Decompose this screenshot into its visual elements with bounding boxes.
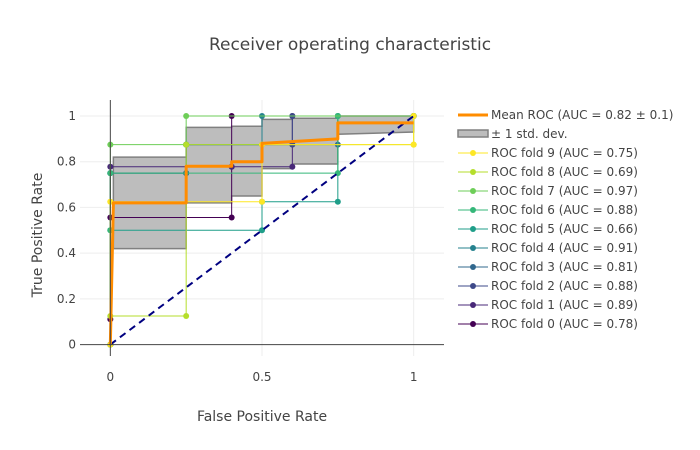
legend: Mean ROC (AUC = 0.82 ± 0.1) ± 1 std. dev.… <box>457 108 673 331</box>
legend-swatch-marker <box>470 283 476 289</box>
x-axis-title: False Positive Rate <box>197 409 327 425</box>
fold-point <box>289 163 296 170</box>
y-tick-label: 0.4 <box>57 246 76 260</box>
legend-label: ROC fold 3 (AUC = 0.81) <box>491 260 638 274</box>
mean-roc-group <box>108 115 415 346</box>
fold-point <box>259 198 265 205</box>
legend-swatch-marker <box>470 150 476 156</box>
x-tick-label: 0 <box>107 370 115 384</box>
y-tick-label: 0.8 <box>57 155 76 169</box>
mean-roc-line <box>108 121 414 345</box>
legend-swatch-marker <box>470 169 476 175</box>
legend-label: ROC fold 8 (AUC = 0.69) <box>491 165 638 179</box>
fold-point <box>410 141 417 148</box>
legend-label: ROC fold 5 (AUC = 0.66) <box>491 222 638 236</box>
legend-label: ROC fold 4 (AUC = 0.91) <box>491 241 638 255</box>
legend-label: ROC fold 2 (AUC = 0.88) <box>491 279 638 293</box>
axes <box>80 100 444 356</box>
y-tick-label: 0 <box>68 338 76 352</box>
legend-swatch-marker <box>470 207 476 213</box>
y-tick-label: 1 <box>68 109 76 123</box>
legend-swatch-marker <box>470 302 476 308</box>
legend-label: ROC fold 9 (AUC = 0.75) <box>491 146 638 160</box>
legend-swatch-marker <box>470 321 476 327</box>
legend-swatch-band <box>457 129 489 138</box>
x-tick-label: 0.5 <box>252 370 271 384</box>
legend-label: ROC fold 6 (AUC = 0.88) <box>491 203 638 217</box>
legend-label: ROC fold 1 (AUC = 0.89) <box>491 298 638 312</box>
chance-line <box>109 115 415 346</box>
legend-label: ROC fold 7 (AUC = 0.97) <box>491 184 638 198</box>
fold-point <box>334 198 341 205</box>
y-axis-title: True Positive Rate <box>30 173 46 299</box>
legend-swatch-marker <box>470 188 476 194</box>
y-tick-label: 0.6 <box>57 200 76 214</box>
fold-point <box>183 141 190 148</box>
x-tick-label: 1 <box>410 370 418 384</box>
fold-point <box>228 214 235 221</box>
fold-point <box>183 313 190 319</box>
legend-swatch-marker <box>470 264 476 270</box>
legend-label: ± 1 std. dev. <box>491 127 568 141</box>
chart-title: Receiver operating characteristic <box>209 35 491 55</box>
legend-swatch-marker <box>470 226 476 232</box>
y-tick-label: 0.2 <box>57 292 76 306</box>
tick-labels: 0 0.2 0.4 0.6 0.8 1 0 0.5 1 <box>57 109 418 384</box>
legend-label: Mean ROC (AUC = 0.82 ± 0.1) <box>491 108 673 122</box>
legend-swatch-marker <box>470 245 476 251</box>
fold-point <box>183 113 190 119</box>
legend-label: ROC fold 0 (AUC = 0.78) <box>491 317 638 331</box>
